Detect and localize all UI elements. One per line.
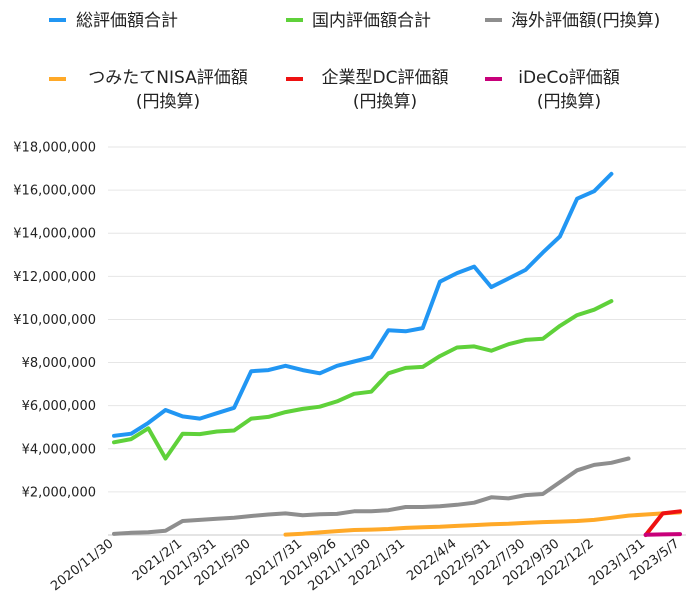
y-axis: ¥2,000,000 ¥4,000,000 ¥6,000,000 ¥8,000,000… [13,141,96,501]
y-tick-label: ¥16,000,000 [13,184,96,199]
y-tick-label: ¥14,000,000 [13,227,96,242]
legend-label-ideco-line2: (円換算) [537,92,601,112]
y-tick-label: ¥4,000,000 [22,442,96,457]
legend-label-nisa-line2: (円換算) [136,92,200,112]
series-line-5 [643,532,682,537]
legend-label-dc-line1: 企業型DC評価額 [322,68,449,88]
x-tick-label: 2020/11/30 [48,536,116,594]
y-tick-label: ¥8,000,000 [22,356,96,371]
legend-label-total: 総評価額合計 [76,11,178,31]
gridlines [108,146,686,536]
legend-entry-domestic[interactable]: 国内評価額合計 [286,11,431,31]
legend-label-nisa-line1: つみたてNISA評価額 [88,68,247,88]
legend-entry-overseas[interactable]: 海外評価額(円換算) [485,11,660,31]
y-tick-label: ¥6,000,000 [22,399,96,414]
legend-label-ideco-line1: iDeCo評価額 [518,68,620,88]
series-line-1 [112,299,614,461]
legend-label-overseas: 海外評価額(円換算) [511,11,660,31]
y-tick-label: ¥12,000,000 [13,270,96,285]
y-tick-label: ¥10,000,000 [13,313,96,328]
legend-entry-dc[interactable]: 企業型DC評価額 (円換算) [286,68,448,112]
legend-label-dc-line2: (円換算) [353,92,417,112]
y-tick-label: ¥18,000,000 [13,141,96,156]
legend-entry-nisa[interactable]: つみたてNISA評価額 (円換算) [49,68,248,112]
legend-entry-ideco[interactable]: iDeCo評価額 (円換算) [485,68,620,112]
series-line-4 [643,509,682,537]
series-line-2 [112,456,631,536]
series-line-3 [283,510,682,537]
series-line-0 [112,171,614,438]
series-lines [112,171,682,537]
legend-label-domestic: 国内評価額合計 [312,11,431,31]
legend: 総評価額合計 国内評価額合計 海外評価額(円換算) つみたてNISA評価額 (円… [49,11,660,112]
legend-entry-total[interactable]: 総評価額合計 [49,11,178,31]
x-axis: 2020/11/30 2021/2/12021/3/312021/5/302021… [48,536,682,594]
y-tick-label: ¥2,000,000 [22,485,96,500]
